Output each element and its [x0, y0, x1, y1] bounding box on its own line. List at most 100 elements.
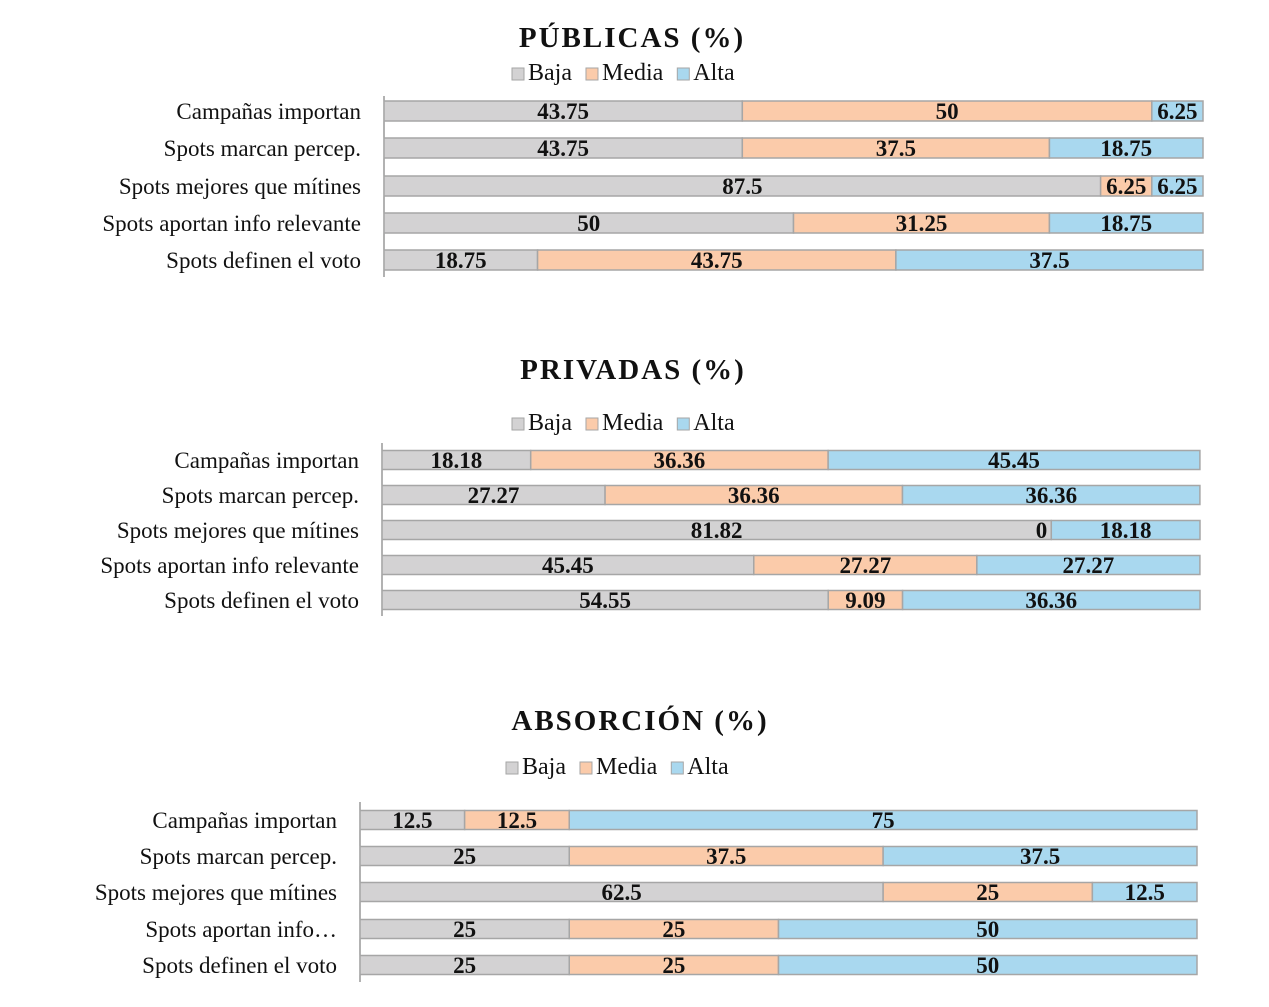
- bar-segment-alta: [901, 589, 1201, 611]
- bar-segment-alta: [901, 484, 1201, 506]
- legend-label-baja: Baja: [528, 410, 572, 436]
- category-label: Campañas importan: [152, 808, 337, 833]
- bar-segment-alta: [1048, 137, 1204, 159]
- legend-swatch-alta: [676, 67, 690, 81]
- data-label-media: 50: [936, 99, 959, 124]
- data-label-alta: 50: [976, 953, 999, 978]
- data-label-media: 25: [976, 880, 999, 905]
- bar-segment-alta: [976, 554, 1201, 576]
- bar-segment-alta: [777, 954, 1198, 976]
- data-label-alta: 6.25: [1157, 99, 1197, 124]
- bar-segment-alta: [1091, 881, 1198, 903]
- legend-swatch-media: [585, 67, 599, 81]
- bar-segment-alta: [1048, 212, 1204, 234]
- bar-segment-alta: [1050, 519, 1201, 541]
- bar-segment-alta: [777, 918, 1198, 940]
- category-label: Spots definen el voto: [164, 588, 359, 613]
- legend-label-alta: Alta: [687, 754, 729, 780]
- data-label-alta: 75: [872, 808, 895, 833]
- data-label-alta: 36.36: [1025, 588, 1077, 613]
- data-label-media: 31.25: [896, 211, 948, 236]
- data-label-alta: 18.75: [1100, 136, 1152, 161]
- data-label-media: 25: [662, 953, 685, 978]
- legend-label-media: Media: [602, 60, 664, 86]
- category-label: Spots mejores que mítines: [119, 174, 361, 199]
- bar-segment-alta: [882, 845, 1198, 867]
- data-label-baja: 43.75: [537, 99, 589, 124]
- legend-label-alta: Alta: [693, 410, 735, 436]
- legend-swatch-alta: [670, 761, 684, 775]
- category-label: Campañas importan: [174, 448, 359, 473]
- data-label-media: 36.36: [728, 483, 780, 508]
- data-label-media: 37.5: [876, 136, 916, 161]
- data-label-alta: 37.5: [1029, 248, 1069, 273]
- legend-swatch-alta: [676, 417, 690, 431]
- data-label-baja: 45.45: [542, 553, 594, 578]
- category-label: Spots marcan percep.: [140, 844, 337, 869]
- category-label: Spots definen el voto: [142, 953, 337, 978]
- data-label-baja: 81.82: [691, 518, 743, 543]
- legend: Baja Media Alta: [511, 410, 735, 436]
- bar-segment-alta: [1151, 175, 1204, 197]
- legend-swatch-baja: [511, 417, 525, 431]
- legend: Baja Media Alta: [505, 754, 729, 780]
- data-label-alta: 50: [976, 917, 999, 942]
- legend-swatch-baja: [505, 761, 519, 775]
- category-label: Spots aportan info relevante: [102, 211, 361, 236]
- data-label-baja: 12.5: [392, 808, 432, 833]
- chart-3: ABSORCIÓN (%) Baja Media Alta Campañas impor…: [95, 704, 1198, 982]
- legend-swatch-media: [585, 417, 599, 431]
- data-label-baja: 25: [453, 917, 476, 942]
- data-label-alta: 37.5: [1020, 844, 1060, 869]
- data-label-baja: 50: [577, 211, 600, 236]
- data-label-media: 12.5: [497, 808, 537, 833]
- chart-title: ABSORCIÓN (%): [511, 704, 768, 737]
- category-label: Spots aportan info…: [145, 917, 337, 942]
- data-label-baja: 18.75: [435, 248, 487, 273]
- legend-label-baja: Baja: [528, 60, 572, 86]
- data-label-baja: 43.75: [537, 136, 589, 161]
- data-label-alta: 27.27: [1063, 553, 1115, 578]
- bar-segment-alta: [1151, 100, 1204, 122]
- data-label-media: 6.25: [1106, 174, 1146, 199]
- category-label: Spots mejores que mítines: [117, 518, 359, 543]
- legend-label-media: Media: [602, 410, 664, 436]
- category-label: Spots marcan percep.: [164, 136, 361, 161]
- data-label-alta: 45.45: [988, 448, 1040, 473]
- legend-swatch-baja: [511, 67, 525, 81]
- legend-label-alta: Alta: [693, 60, 735, 86]
- data-label-media: 37.5: [706, 844, 746, 869]
- data-label-baja: 62.5: [601, 880, 641, 905]
- category-label: Spots definen el voto: [166, 248, 361, 273]
- category-label: Campañas importan: [176, 99, 361, 124]
- data-label-media: 0: [1036, 518, 1048, 543]
- legend: Baja Media Alta: [511, 60, 735, 86]
- category-label: Spots marcan percep.: [162, 483, 359, 508]
- chart-2: PRIVADAS (%) Baja Media Alta Campañas import…: [100, 354, 1201, 616]
- bar-segment-alta: [568, 809, 1198, 831]
- legend-label-baja: Baja: [522, 754, 566, 780]
- chart-title: PRIVADAS (%): [520, 354, 746, 386]
- data-label-alta: 12.5: [1125, 880, 1165, 905]
- data-label-alta: 18.18: [1100, 518, 1152, 543]
- data-label-baja: 18.18: [430, 448, 482, 473]
- data-label-baja: 87.5: [722, 174, 762, 199]
- category-label: Spots mejores que mítines: [95, 880, 337, 905]
- data-label-media: 27.27: [839, 553, 891, 578]
- legend-swatch-media: [579, 761, 593, 775]
- data-label-alta: 36.36: [1025, 483, 1077, 508]
- data-label-media: 36.36: [654, 448, 706, 473]
- data-label-baja: 25: [453, 953, 476, 978]
- data-label-media: 25: [662, 917, 685, 942]
- data-label-media: 9.09: [845, 588, 885, 613]
- chart-title: PÚBLICAS (%): [519, 21, 745, 54]
- category-label: Spots aportan info relevante: [100, 553, 359, 578]
- legend-label-media: Media: [596, 754, 658, 780]
- data-label-baja: 27.27: [468, 483, 520, 508]
- bar-segment-alta: [827, 449, 1201, 471]
- chart-1: PÚBLICAS (%) Baja Media Alta Campañas import…: [102, 21, 1204, 277]
- data-label-alta: 18.75: [1100, 211, 1152, 236]
- data-label-baja: 54.55: [579, 588, 631, 613]
- data-label-alta: 6.25: [1157, 174, 1197, 199]
